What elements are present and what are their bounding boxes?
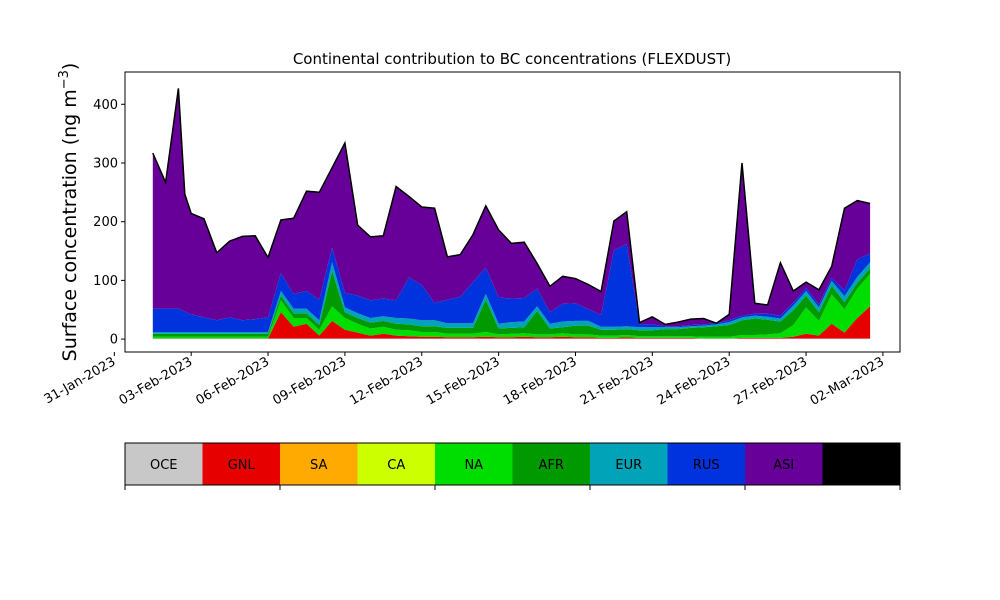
legend-swatch-eur — [590, 443, 668, 485]
legend-label-sa: SA — [310, 458, 327, 473]
legend-colorbar: OCE GNL SA CA NA AFR EUR RUS ASI AUS — [124, 442, 901, 490]
plot-area — [125, 72, 900, 352]
x-tick-label: 24-Feb-2023 — [655, 354, 734, 408]
legend-swatch-sa — [280, 443, 358, 485]
legend-swatch-asi — [745, 443, 823, 485]
legend-label-na: NA — [464, 458, 483, 473]
x-tick-label: 27-Feb-2023 — [732, 354, 811, 408]
legend-swatch-ca — [357, 443, 435, 485]
area-rus — [152, 244, 871, 332]
x-tick-label: 02-Mar-2023 — [808, 354, 887, 408]
legend-swatch-rus — [667, 443, 745, 485]
y-tick-label: 200 — [93, 215, 118, 230]
legend-label-ca: CA — [387, 458, 405, 473]
legend-frame — [124, 442, 901, 486]
legend-swatch-afr — [512, 443, 590, 485]
y-axis-label-main: Surface concentration (ng m — [59, 89, 81, 361]
area-afr — [152, 268, 871, 337]
x-tick-label: 12-Feb-2023 — [347, 354, 426, 408]
x-tick-label: 18-Feb-2023 — [501, 354, 580, 408]
y-tick-label: 400 — [93, 98, 118, 113]
area-na — [152, 273, 871, 339]
y-axis-label: Surface concentration (ng m−3) — [57, 63, 81, 362]
legend-label-oce: OCE — [150, 458, 178, 473]
legend-swatch-aus — [822, 443, 900, 485]
legend-label-gnl: GNL — [228, 458, 256, 473]
legend-swatch-gnl — [202, 443, 280, 485]
chart-title: Continental contribution to BC concentra… — [293, 50, 731, 68]
y-tick-label: 0 — [110, 333, 118, 348]
plot-frame — [124, 71, 901, 353]
x-tick-label: 06-Feb-2023 — [193, 354, 272, 408]
area-oce — [152, 338, 871, 340]
y-axis-label-close: ) — [59, 63, 81, 70]
legend-label-eur: EUR — [615, 458, 642, 473]
legend-label-aus: AUS — [848, 458, 875, 473]
legend-label-rus: RUS — [693, 458, 720, 473]
x-tick-label: 03-Feb-2023 — [117, 354, 196, 408]
legend-swatch-oce — [125, 443, 203, 485]
area-gnl — [152, 306, 871, 339]
legend-label-afr: AFR — [539, 458, 564, 473]
y-axis-label-superscript: −3 — [57, 70, 72, 89]
x-tick-label: 21-Feb-2023 — [578, 354, 657, 408]
y-tick-label: 300 — [93, 156, 118, 171]
legend-swatch-na — [435, 443, 513, 485]
legend-label-asi: ASI — [773, 458, 794, 473]
y-tick-label: 100 — [93, 274, 118, 289]
x-tick-label: 31-Jan-2023 — [42, 354, 119, 407]
x-tick-label: 09-Feb-2023 — [270, 354, 349, 408]
area-asi — [152, 88, 871, 327]
total-line — [152, 88, 871, 326]
x-tick-label: 15-Feb-2023 — [424, 354, 503, 408]
